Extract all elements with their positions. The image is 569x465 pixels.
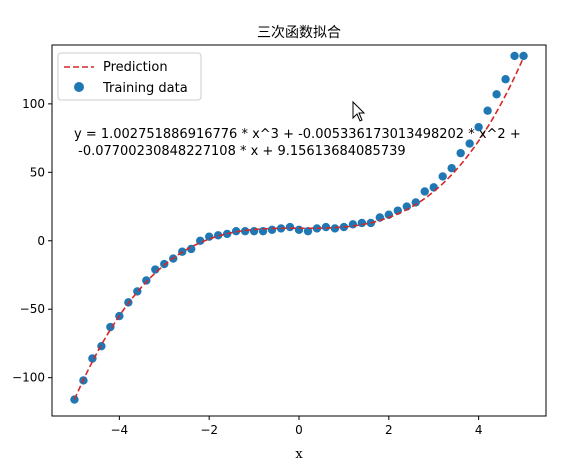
prediction-line bbox=[73, 57, 525, 400]
training-point bbox=[348, 220, 358, 229]
training-point bbox=[510, 51, 519, 61]
training-point bbox=[483, 106, 492, 115]
chart-title: 三次函数拟合 bbox=[257, 25, 341, 41]
training-point bbox=[70, 395, 79, 404]
x-tick-label: 0 bbox=[295, 423, 303, 437]
x-axis-ticks: −4 −2 0 2 4 bbox=[111, 416, 483, 437]
legend-training-swatch bbox=[74, 82, 84, 92]
training-point bbox=[267, 225, 277, 235]
plot-area: −4 −2 0 2 4 −100 −50 0 50 100 y = 1.002751886916… bbox=[12, 44, 547, 437]
legend-training-label: Training data bbox=[102, 81, 188, 96]
x-tick-label: −4 bbox=[111, 423, 129, 437]
annotation-line-2: -0.07700230848227108 * x + 9.15613684085… bbox=[74, 144, 406, 159]
training-point bbox=[249, 226, 259, 236]
training-point bbox=[330, 224, 340, 233]
training-point bbox=[411, 198, 420, 207]
training-point bbox=[303, 226, 313, 236]
training-point bbox=[222, 229, 232, 239]
training-point bbox=[420, 187, 429, 196]
x-tick-label: 2 bbox=[385, 423, 393, 437]
legend-box bbox=[57, 52, 202, 101]
training-point bbox=[294, 225, 304, 235]
training-point bbox=[474, 122, 483, 132]
y-tick-label: −50 bbox=[20, 302, 45, 316]
legend-prediction-label: Prediction bbox=[103, 60, 168, 75]
y-tick-label: 0 bbox=[37, 234, 45, 248]
training-point bbox=[187, 244, 196, 254]
x-tick-label: 4 bbox=[475, 423, 483, 437]
training-point bbox=[142, 276, 151, 285]
y-tick-label: 50 bbox=[30, 165, 45, 179]
y-tick-label: 100 bbox=[22, 97, 45, 111]
training-point bbox=[492, 90, 501, 99]
training-point bbox=[501, 75, 510, 84]
annotation-line-1: y = 1.002751886916776 * x^3 + -0.0053361… bbox=[74, 127, 521, 142]
training-point bbox=[438, 172, 447, 181]
x-axis-label: x bbox=[295, 447, 303, 462]
training-point bbox=[213, 231, 223, 240]
training-point bbox=[447, 164, 456, 173]
training-point bbox=[519, 51, 528, 61]
training-point bbox=[285, 222, 295, 232]
training-point bbox=[429, 183, 438, 192]
y-tick-label: −100 bbox=[12, 371, 45, 385]
training-point bbox=[465, 139, 474, 148]
mouse-cursor-icon bbox=[352, 100, 366, 122]
y-axis-ticks: −100 −50 0 50 100 bbox=[12, 97, 52, 385]
training-point bbox=[357, 218, 367, 228]
training-point bbox=[321, 222, 331, 232]
x-tick-label: −2 bbox=[200, 423, 218, 437]
training-point bbox=[456, 148, 465, 158]
legend: Prediction Training data bbox=[57, 52, 202, 101]
